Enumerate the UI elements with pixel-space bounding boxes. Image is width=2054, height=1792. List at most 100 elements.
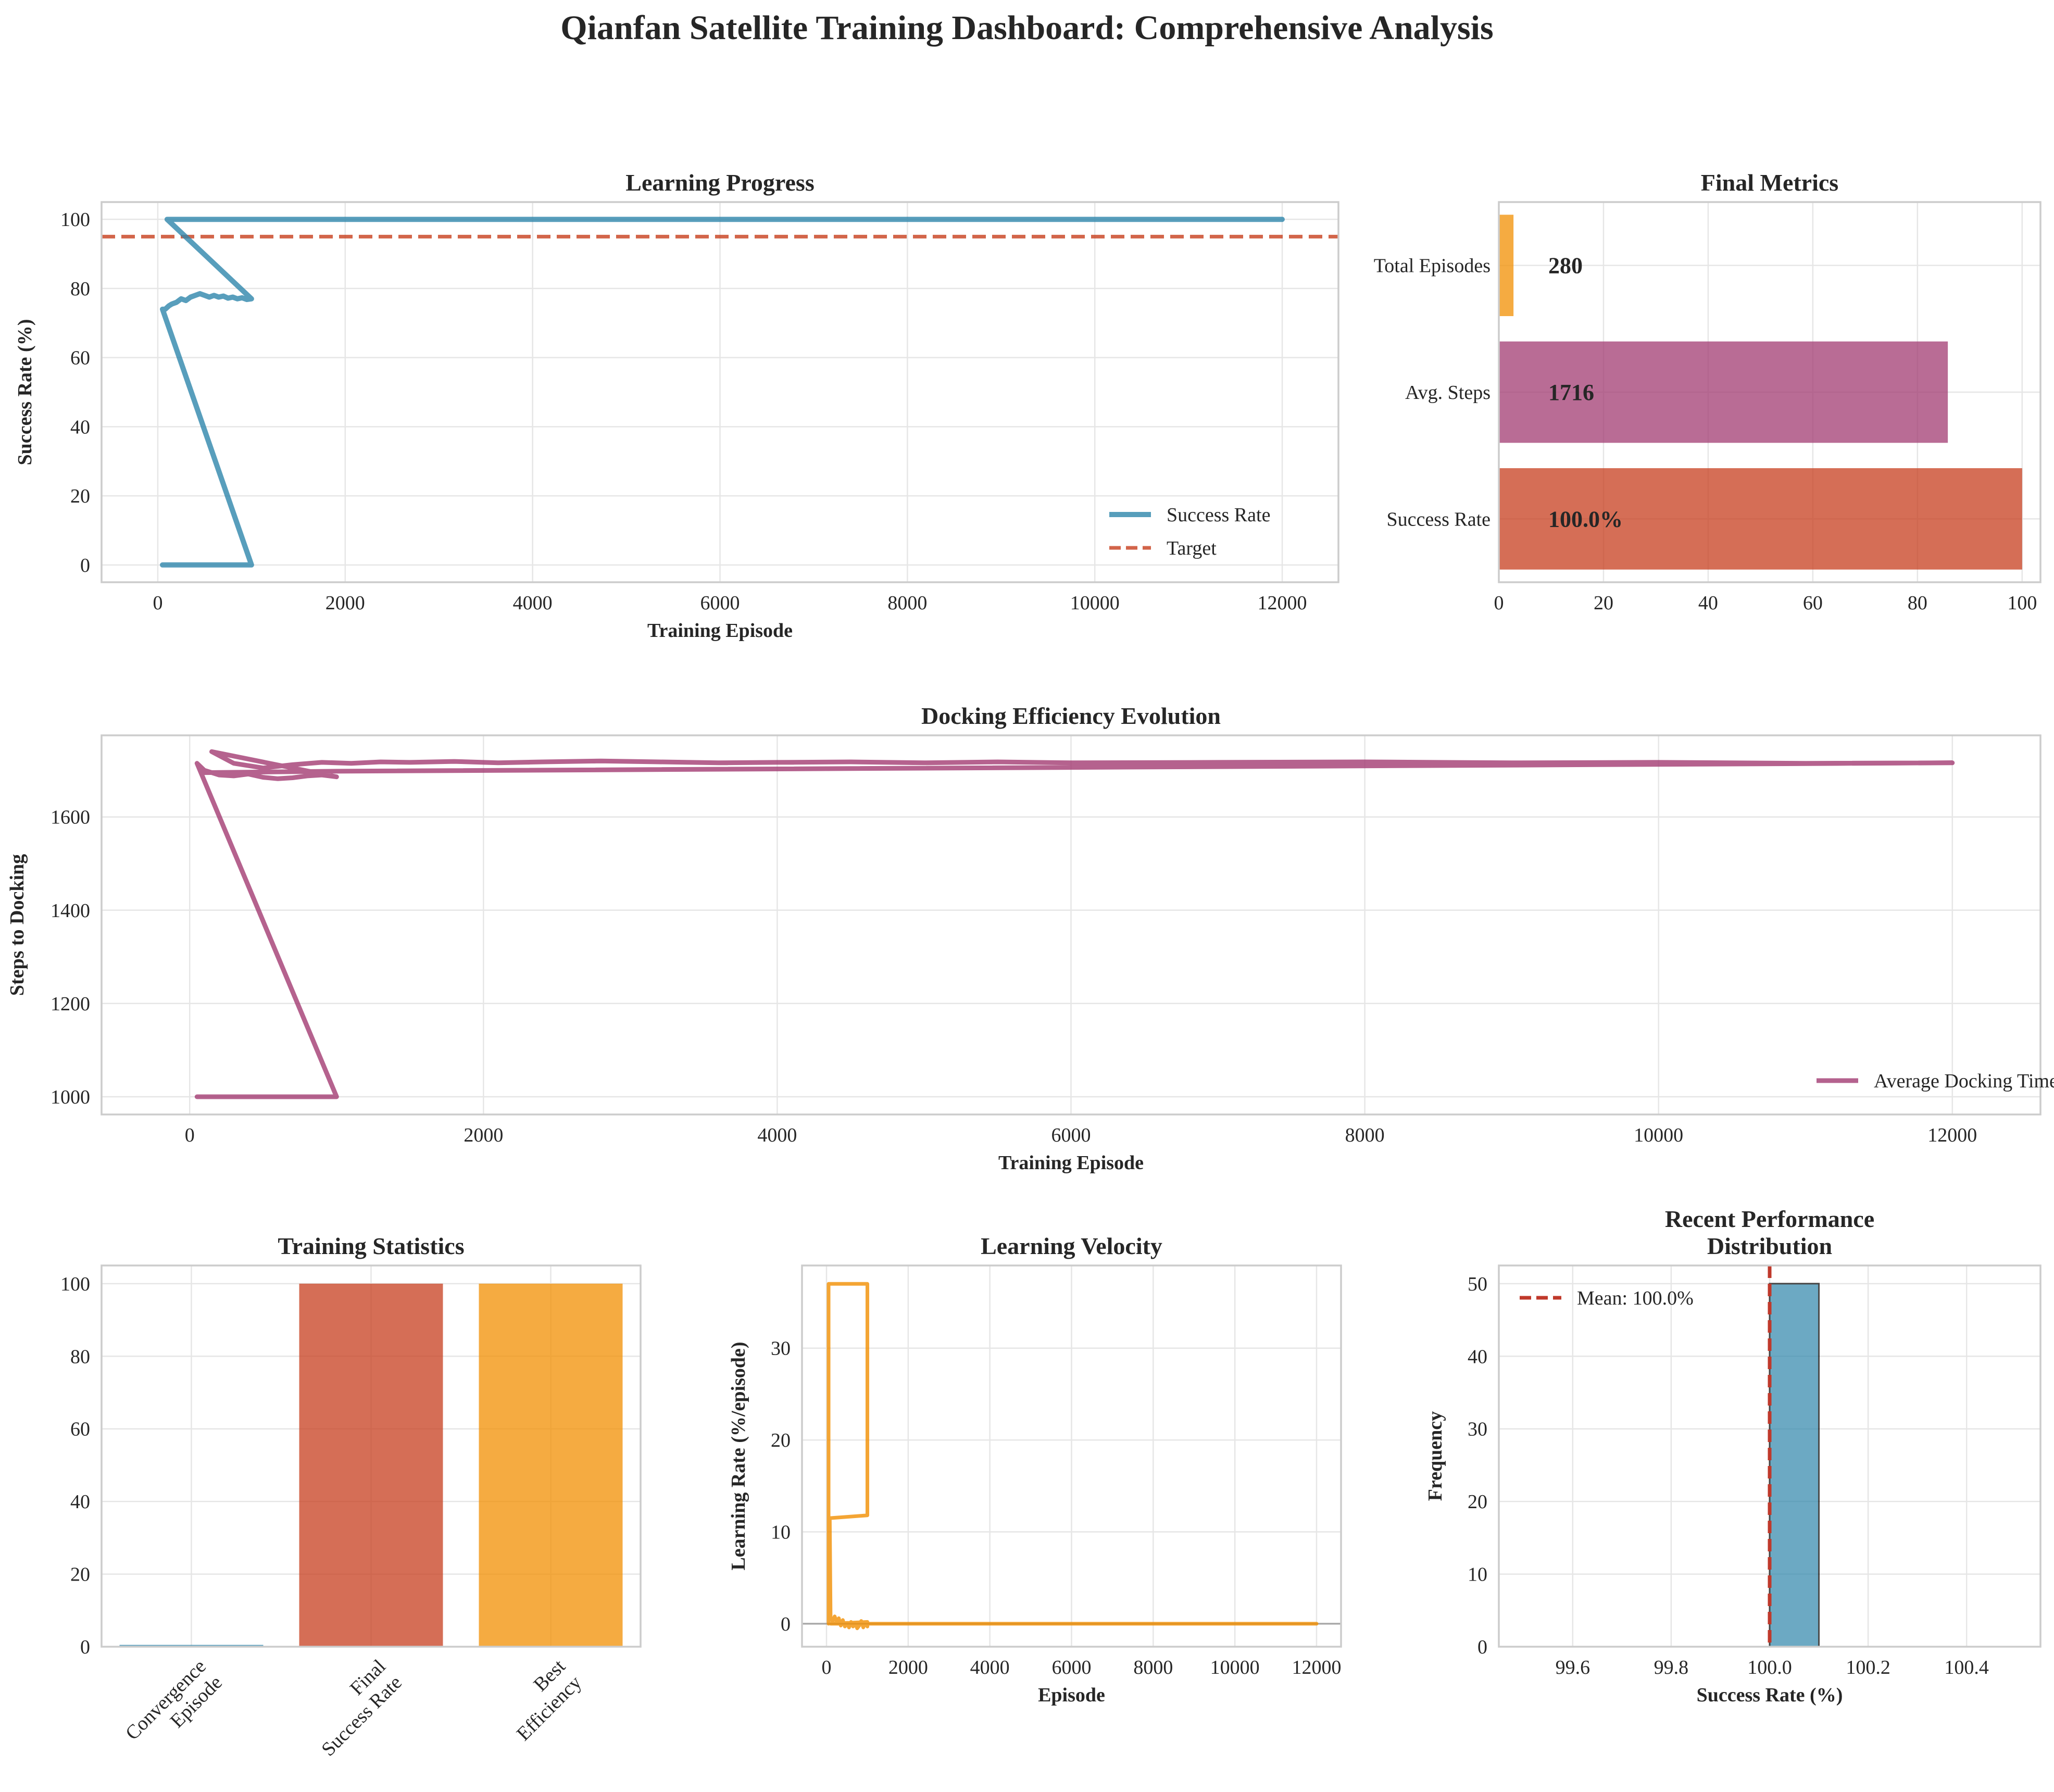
- learning-velocity-xtick-label: 8000: [1133, 1657, 1173, 1678]
- chart-panels: 0 2000 4000 6000 8000 10000 12000020406080100L…: [6, 169, 2054, 1761]
- training-statistics-ytick-label: 80: [70, 1346, 90, 1368]
- final-metrics-xtick-label: 100: [2007, 592, 2037, 614]
- recent-performance-histogram-bar: [1769, 1283, 1820, 1648]
- learning-progress-title: Learning Progress: [625, 169, 814, 196]
- recent-performance-title: Distribution: [1707, 1233, 1832, 1259]
- learning-progress-ytick-label: 20: [70, 485, 90, 507]
- training-statistics-title: Training Statistics: [278, 1233, 464, 1259]
- learning-velocity-velocity-line: [826, 1282, 1319, 1631]
- learning-velocity-frame: [801, 1264, 1342, 1648]
- recent-performance-ytick-label: 30: [1468, 1419, 1487, 1440]
- docking-efficiency-frame: [101, 734, 2042, 1116]
- learning-velocity-xtick-label: 6000: [1052, 1657, 1092, 1678]
- final-metrics-category-label: Success Rate: [1387, 508, 1491, 530]
- docking-efficiency-ytick-label: 1200: [51, 993, 90, 1015]
- final-metrics-value-label: 100.0%: [1548, 506, 1623, 532]
- final-metrics-xtick-label: 20: [1594, 592, 1613, 614]
- learning-velocity-ytick-label: 20: [771, 1430, 791, 1451]
- learning-progress-ytick-label: 60: [70, 347, 90, 369]
- recent-performance-xtick-label: 100.0: [1747, 1657, 1792, 1678]
- learning-velocity-ytick-label: 0: [781, 1613, 791, 1635]
- final-metrics-title: Final Metrics: [1701, 169, 1838, 196]
- learning-progress-legend-label: Success Rate: [1167, 504, 1270, 526]
- training-statistics-ytick-label: 60: [70, 1419, 90, 1440]
- learning-progress-ytick-label: 100: [60, 209, 90, 231]
- final-metrics-bar: [1499, 468, 2022, 570]
- docking-efficiency-xtick-label: 10000: [1634, 1124, 1683, 1146]
- learning-progress-xtick-label: 0: [153, 592, 162, 614]
- docking-efficiency-xtick-label: 2000: [464, 1124, 503, 1146]
- docking-efficiency-xtick-label: 12000: [1927, 1124, 1977, 1146]
- final-metrics-frame: [1498, 201, 2042, 583]
- learning-velocity-xtick-label: 4000: [970, 1657, 1010, 1678]
- training-statistics-ytick-label: 20: [70, 1564, 90, 1586]
- recent-performance-frame: [1498, 1264, 2042, 1648]
- learning-velocity-xtick-label: 0: [822, 1657, 832, 1678]
- learning-progress-xlabel: Training Episode: [647, 620, 793, 642]
- recent-performance-legend-label: Mean: 100.0%: [1577, 1287, 1694, 1309]
- recent-performance-xtick-label: 99.8: [1654, 1657, 1689, 1678]
- learning-velocity-xtick-label: 12000: [1292, 1657, 1341, 1678]
- learning-progress-xtick-label: 6000: [700, 592, 740, 614]
- learning-progress-xtick-label: 8000: [887, 592, 927, 614]
- docking-efficiency-xtick-label: 6000: [1051, 1124, 1091, 1146]
- training-statistics-ytick-label: 0: [80, 1636, 90, 1658]
- learning-progress-frame: [101, 201, 1339, 583]
- learning-velocity-xtick-label: 2000: [888, 1657, 928, 1678]
- recent-performance-xlabel: Success Rate (%): [1697, 1684, 1843, 1706]
- docking-efficiency-xlabel: Training Episode: [998, 1152, 1144, 1174]
- docking-efficiency-title: Docking Efficiency Evolution: [921, 703, 1221, 729]
- learning-progress-ytick-label: 0: [80, 555, 90, 577]
- final-metrics-bar: [1499, 215, 1514, 316]
- docking-efficiency-docking-time-line: [194, 749, 1955, 1099]
- training-statistics-ytick-label: 100: [60, 1273, 90, 1295]
- learning-progress-success-rate-line: [160, 217, 1285, 568]
- docking-efficiency-ytick-label: 1000: [51, 1086, 90, 1108]
- final-metrics-xtick-label: 0: [1494, 592, 1504, 614]
- learning-progress-ytick-label: 40: [70, 416, 90, 438]
- docking-efficiency-xtick-label: 0: [185, 1124, 195, 1146]
- learning-velocity-title: Learning Velocity: [981, 1233, 1162, 1259]
- learning-velocity-xlabel: Episode: [1038, 1684, 1105, 1706]
- learning-velocity-ytick-label: 30: [771, 1338, 791, 1360]
- learning-progress-ytick-label: 80: [70, 278, 90, 300]
- recent-performance-ytick-label: 20: [1468, 1491, 1487, 1513]
- final-metrics-bar: [1499, 341, 1948, 443]
- docking-efficiency-ylabel: Steps to Docking: [6, 854, 28, 996]
- learning-velocity-ytick-label: 10: [771, 1522, 791, 1544]
- training-statistics-ytick-label: 40: [70, 1491, 90, 1513]
- docking-efficiency-xtick-label: 8000: [1345, 1124, 1385, 1146]
- final-metrics-xtick-label: 40: [1698, 592, 1718, 614]
- docking-efficiency-xtick-label: 4000: [757, 1124, 797, 1146]
- recent-performance-xtick-label: 100.2: [1846, 1657, 1890, 1678]
- learning-progress-xtick-label: 2000: [325, 592, 365, 614]
- recent-performance-xtick-label: 99.6: [1556, 1657, 1590, 1678]
- training-statistics-bar: [299, 1283, 443, 1647]
- learning-progress-legend-label: Target: [1167, 537, 1217, 559]
- training-statistics-frame: [101, 1264, 642, 1648]
- learning-progress-xtick-label: 12000: [1258, 592, 1307, 614]
- final-metrics-xtick-label: 80: [1908, 592, 1927, 614]
- recent-performance-ytick-label: 10: [1468, 1564, 1487, 1586]
- docking-efficiency-legend-label: Average Docking Time: [1874, 1070, 2054, 1092]
- learning-progress-xtick-label: 10000: [1070, 592, 1120, 614]
- final-metrics-category-label: Avg. Steps: [1405, 382, 1491, 404]
- training-statistics-bar: [479, 1283, 623, 1647]
- docking-efficiency-ytick-label: 1400: [51, 900, 90, 922]
- final-metrics-xtick-label: 60: [1803, 592, 1823, 614]
- final-metrics-value-label: 1716: [1548, 380, 1594, 405]
- learning-progress-xtick-label: 4000: [513, 592, 553, 614]
- recent-performance-ytick-label: 50: [1468, 1273, 1487, 1295]
- figure-title: Qianfan Satellite Training Dashboard: Co…: [560, 9, 1493, 47]
- recent-performance-xtick-label: 100.4: [1944, 1657, 1989, 1678]
- recent-performance-ylabel: Frequency: [1424, 1411, 1446, 1501]
- recent-performance-ytick-label: 0: [1477, 1636, 1487, 1658]
- recent-performance-title: Recent Performance: [1665, 1206, 1874, 1232]
- final-metrics-value-label: 280: [1548, 253, 1583, 279]
- learning-velocity-ylabel: Learning Rate (%/episode): [728, 1342, 749, 1570]
- learning-progress-ylabel: Success Rate (%): [14, 319, 36, 466]
